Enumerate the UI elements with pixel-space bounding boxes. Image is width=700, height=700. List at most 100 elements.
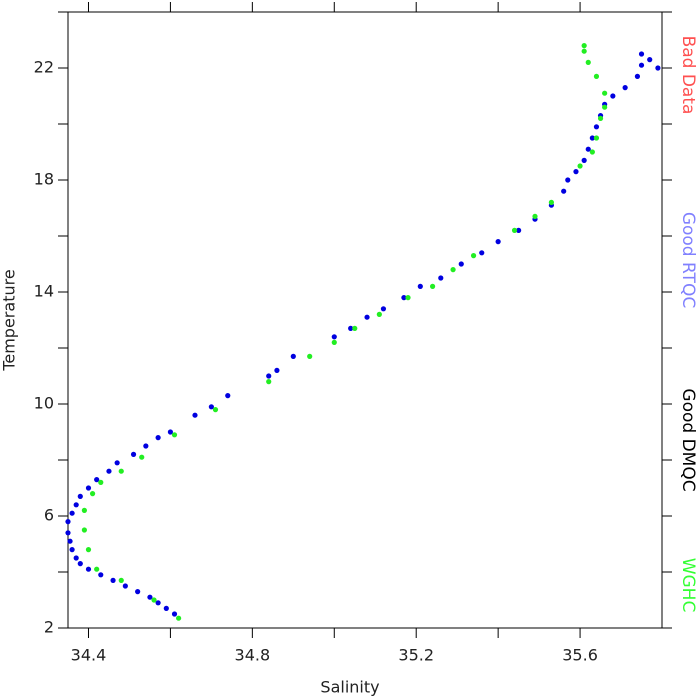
data-point [176,615,182,621]
plot-frame [67,11,663,629]
data-point [634,73,641,79]
x-tick-label: 34.4 [71,646,107,665]
data-point [98,479,104,485]
data-point [118,468,124,474]
legend-entry: Good RTQC [678,212,698,308]
data-point [438,275,444,281]
data-point [225,393,231,399]
data-point [647,57,653,63]
data-point [139,454,145,460]
data-point [266,373,272,379]
data-point [307,353,313,359]
y-axis-label: Temperature [0,269,19,371]
data-point [401,295,407,301]
data-point [638,62,645,68]
data-point [163,605,169,612]
data-point [130,451,137,457]
data-point [98,572,104,578]
y-tick-label: 14 [34,282,54,301]
data-point [470,253,477,259]
data-point [348,325,354,331]
data-point [511,227,518,233]
data-point [118,577,124,584]
data-point [479,250,485,256]
data-point [610,93,616,99]
data-point [85,547,92,553]
data-point [110,577,116,584]
data-point [94,477,100,483]
data-point [597,115,604,121]
data-point [67,538,73,544]
data-point [274,367,280,373]
data-point [405,295,411,301]
data-point [266,379,272,385]
data-point [94,566,100,572]
data-point [73,502,79,508]
x-axis-label: Salinity [320,678,379,697]
data-point [143,443,149,449]
data-point [290,353,296,359]
data-point [429,283,436,289]
data-point [192,412,198,418]
data-point [73,555,79,561]
data-point [352,325,358,331]
data-point [89,491,96,497]
data-point [585,59,591,65]
data-point [376,311,382,317]
data-point [331,334,337,340]
data-point [171,432,178,438]
x-tick-label: 35.6 [562,646,598,665]
x-tick-label: 35.2 [398,646,434,665]
data-point [122,583,128,589]
legend-entry: Good DMQC [678,388,698,491]
data-point [450,267,456,273]
data-point [516,227,522,233]
data-point [364,314,370,320]
data-point [495,239,501,245]
data-point [81,527,87,533]
data-point [581,157,587,163]
data-point [69,510,75,516]
data-point [65,519,71,525]
y-tick-label: 22 [34,58,54,77]
data-point [85,485,92,491]
y-tick-label: 2 [44,618,54,637]
data-point [565,177,571,183]
data-point [114,460,120,466]
data-point [548,199,554,205]
data-point [208,404,214,410]
data-point [135,589,141,595]
y-tick-label: 6 [44,506,54,525]
data-point [585,146,591,152]
data-point [593,73,600,79]
data-point [171,611,178,617]
data-point [147,594,153,600]
data-point [331,339,337,345]
data-point [602,90,608,96]
data-point [581,43,587,49]
data-point [532,213,538,219]
data-point [380,306,387,312]
data-point [167,429,174,435]
legend-entry: Bad Data [678,36,698,115]
legend-entry: WGHC [678,558,698,613]
y-tick-label: 18 [34,170,54,189]
data-point [602,104,608,110]
data-point [417,283,423,289]
data-point [622,85,628,91]
data-point [593,124,600,130]
data-point [638,51,645,57]
data-point [577,163,583,169]
data-point [212,407,219,413]
data-point [655,65,661,71]
data-point [155,600,161,606]
data-point [77,493,83,499]
data-point [81,507,87,513]
data-point [593,135,600,141]
data-point [581,48,587,54]
y-tick-label: 10 [34,394,54,413]
data-point [573,169,579,175]
x-tick-label: 34.8 [235,646,271,665]
